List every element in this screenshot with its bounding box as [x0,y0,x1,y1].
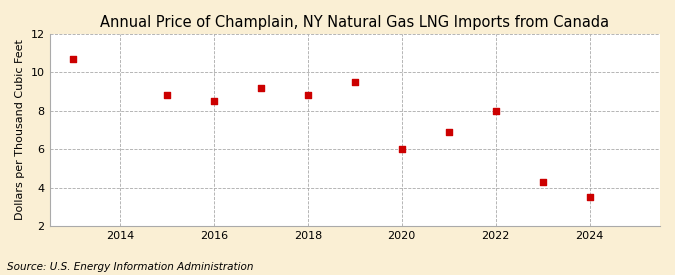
Point [443,130,454,134]
Point [161,93,172,98]
Point [68,57,78,61]
Point [255,86,266,90]
Point [584,195,595,199]
Point [490,109,501,113]
Point [396,147,407,151]
Point [209,99,219,103]
Y-axis label: Dollars per Thousand Cubic Feet: Dollars per Thousand Cubic Feet [15,40,25,220]
Text: Source: U.S. Energy Information Administration: Source: U.S. Energy Information Administ… [7,262,253,272]
Point [537,180,548,184]
Title: Annual Price of Champlain, NY Natural Gas LNG Imports from Canada: Annual Price of Champlain, NY Natural Ga… [100,15,610,30]
Point [302,93,313,98]
Point [350,80,360,84]
